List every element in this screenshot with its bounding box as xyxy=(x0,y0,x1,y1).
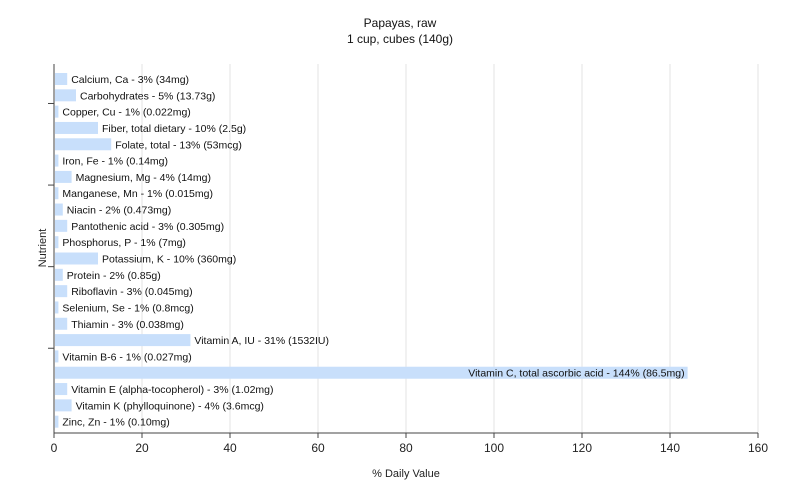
bar-label: Fiber, total dietary - 10% (2.5g) xyxy=(102,123,246,135)
bar xyxy=(55,268,63,281)
bar-label: Potassium, K - 10% (360mg) xyxy=(102,254,236,266)
bar xyxy=(55,138,112,151)
bar-label: Zinc, Zn - 1% (0.10mg) xyxy=(62,417,169,429)
bar-label: Vitamin E (alpha-tocopherol) - 3% (1.02m… xyxy=(71,384,273,396)
x-tick-label: 40 xyxy=(223,441,237,455)
bar xyxy=(55,73,68,85)
bar xyxy=(55,383,68,396)
bar xyxy=(55,350,59,363)
bar xyxy=(55,252,98,265)
chart-subtitle: 1 cup, cubes (140g) xyxy=(346,32,454,46)
x-tick-label: 60 xyxy=(311,441,325,455)
chart-title: Papayas, raw xyxy=(363,16,437,30)
bar xyxy=(55,236,59,249)
bars: Calcium, Ca - 3% (34mg) Carbohydrates - 5… xyxy=(55,73,688,429)
x-tick-label: 100 xyxy=(484,441,504,455)
bar-label: Iron, Fe - 1% (0.14mg) xyxy=(62,156,168,168)
x-tick-label: 80 xyxy=(399,441,413,455)
bar-label: Vitamin K (phylloquinone) - 4% (3.6mcg) xyxy=(76,400,264,412)
x-tick-label: 120 xyxy=(572,441,592,455)
x-tick-label: 0 xyxy=(51,441,58,455)
bar xyxy=(55,203,63,216)
bar xyxy=(55,285,68,298)
bar-label: Magnesium, Mg - 4% (14mg) xyxy=(76,172,211,184)
bar-label: Manganese, Mn - 1% (0.015mg) xyxy=(62,188,213,200)
bar-label: Selenium, Se - 1% (0.8mcg) xyxy=(62,302,193,314)
bar-label: Vitamin A, IU - 31% (1532IU) xyxy=(194,335,329,347)
x-tick-label: 20 xyxy=(135,441,149,455)
bar-label: Riboflavin - 3% (0.045mg) xyxy=(71,286,192,298)
bar xyxy=(55,219,68,232)
bar xyxy=(55,170,72,183)
bar-label: Calcium, Ca - 3% (34mg) xyxy=(71,74,189,86)
x-tick-label: 140 xyxy=(660,441,680,455)
bar xyxy=(55,154,59,167)
bar xyxy=(55,317,68,330)
bar xyxy=(55,89,76,102)
x-axis-title: % Daily Value xyxy=(372,468,440,480)
bar xyxy=(55,415,59,428)
bar xyxy=(55,399,72,412)
bar-label: Folate, total - 13% (53mcg) xyxy=(115,139,242,151)
bar xyxy=(55,334,191,347)
x-tick-label: 160 xyxy=(748,441,768,455)
bar-label: Niacin - 2% (0.473mg) xyxy=(67,205,171,217)
bar xyxy=(55,366,688,379)
axes xyxy=(48,64,759,438)
bar-label: Vitamin C, total ascorbic acid - 144% (8… xyxy=(468,368,684,380)
bar xyxy=(55,187,59,200)
bar-label: Pantothenic acid - 3% (0.305mg) xyxy=(71,221,224,233)
bar-label: Vitamin B-6 - 1% (0.027mg) xyxy=(62,351,191,363)
bar xyxy=(55,121,98,134)
bar-label: Thiamin - 3% (0.038mg) xyxy=(71,319,184,331)
x-tick-labels: 0 20 40 60 80 100 120 140 160 xyxy=(51,441,769,455)
bar xyxy=(55,301,59,314)
bar-label: Phosphorus, P - 1% (7mg) xyxy=(62,237,186,249)
y-axis-title: Nutrient xyxy=(37,229,49,268)
bar-label: Copper, Cu - 1% (0.022mg) xyxy=(62,107,190,119)
bar-label: Protein - 2% (0.85g) xyxy=(67,270,161,282)
bar xyxy=(55,105,59,118)
bar-label: Carbohydrates - 5% (13.73g) xyxy=(80,90,215,102)
